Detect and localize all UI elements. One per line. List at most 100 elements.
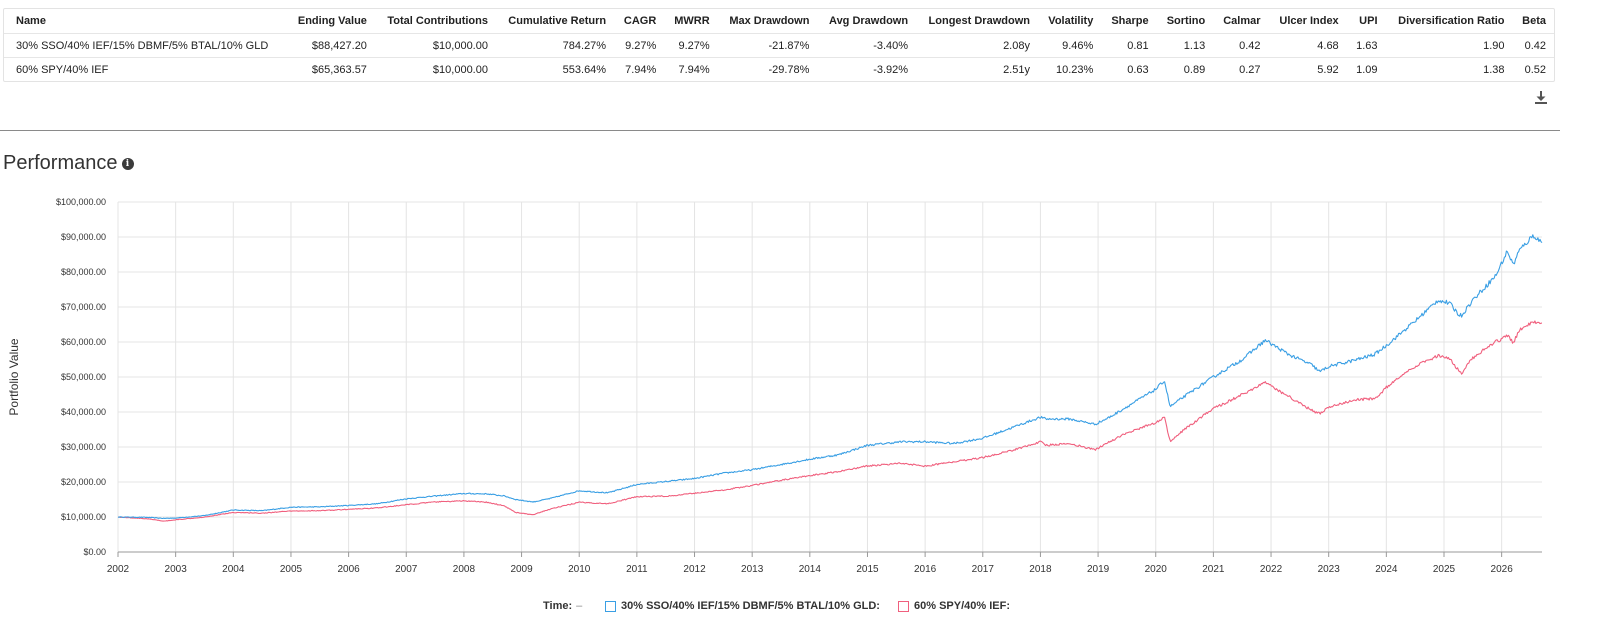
cell-upi: 1.09	[1346, 57, 1386, 81]
cell-longest-drawdown: 2.51y	[916, 57, 1038, 81]
col-header-sharpe[interactable]: Sharpe	[1111, 15, 1149, 27]
y-tick-label: $30,000.00	[61, 442, 106, 452]
cell-name: 60% SPY/40% IEF	[4, 57, 287, 81]
x-tick-label: 2013	[741, 564, 764, 575]
col-header-avg-drawdown[interactable]: Avg Drawdown	[829, 15, 909, 27]
x-tick-label: 2009	[510, 564, 533, 575]
col-header-volatility[interactable]: Volatility	[1048, 15, 1094, 27]
y-tick-label: $20,000.00	[61, 477, 106, 487]
series-line-1	[117, 234, 1543, 520]
x-tick-label: 2023	[1318, 564, 1341, 575]
y-tick-label: $90,000.00	[61, 232, 106, 242]
col-header-beta[interactable]: Beta	[1522, 15, 1546, 27]
cell-mwrr: 7.94%	[664, 57, 718, 81]
cell-cumulative-return: 784.27%	[495, 33, 615, 58]
x-tick-label: 2004	[222, 564, 245, 575]
cell-name: 30% SSO/40% IEF/15% DBMF/5% BTAL/10% GLD	[4, 33, 287, 58]
col-header-ending-value[interactable]: Ending Value	[297, 15, 367, 27]
cell-ulcer-index: 5.92	[1268, 57, 1347, 81]
x-tick-label: 2016	[914, 564, 937, 575]
cell-beta: 0.52	[1512, 57, 1554, 81]
performance-heading: Performance i	[3, 152, 134, 175]
cell-cumulative-return: 553.64%	[495, 57, 615, 81]
col-header-upi[interactable]: UPI	[1359, 15, 1378, 27]
cell-ending-value: $88,427.20	[286, 33, 375, 58]
y-tick-label: $70,000.00	[61, 302, 106, 312]
x-tick-label: 2012	[683, 564, 706, 575]
x-tick-label: 2025	[1433, 564, 1456, 575]
x-tick-label: 2005	[280, 564, 303, 575]
y-tick-label: $50,000.00	[61, 372, 106, 382]
performance-chart[interactable]: $0.00 $10,000.00 $20,000.00 $30,000.00 $40,0…	[0, 190, 1600, 590]
cell-sharpe: 0.81	[1101, 33, 1157, 58]
legend-time-value: –	[576, 600, 583, 612]
y-axis-label: Portfolio Value	[7, 338, 21, 415]
cell-cagr: 7.94%	[614, 57, 665, 81]
col-header-cumulative-return[interactable]: Cumulative Return	[508, 15, 607, 27]
cell-max-drawdown: -21.87%	[717, 33, 818, 58]
x-tick-label: 2007	[395, 564, 418, 575]
cell-upi: 1.63	[1346, 33, 1386, 58]
x-tick-label: 2026	[1491, 564, 1514, 575]
legend-time-label: Time:	[543, 600, 573, 612]
y-tick-label: $100,000.00	[56, 197, 106, 207]
table-header-row: Name Ending Value Total Contributions Cu…	[4, 9, 1554, 34]
col-header-calmar[interactable]: Calmar	[1223, 15, 1261, 27]
cell-beta: 0.42	[1512, 33, 1554, 58]
col-header-max-drawdown[interactable]: Max Drawdown	[729, 15, 810, 27]
info-icon[interactable]: i	[121, 157, 134, 170]
col-header-sortino[interactable]: Sortino	[1166, 15, 1206, 27]
col-header-diversification-ratio[interactable]: Diversification Ratio	[1398, 15, 1505, 27]
x-tick-label: 2002	[107, 564, 130, 575]
cell-total-contributions: $10,000.00	[374, 57, 496, 81]
x-tick-label: 2019	[1087, 564, 1110, 575]
metrics-table-container: Name Ending Value Total Contributions Cu…	[3, 8, 1555, 82]
download-icon[interactable]	[1533, 89, 1549, 105]
col-header-ulcer-index[interactable]: Ulcer Index	[1279, 15, 1339, 27]
x-tick-label: 2006	[337, 564, 360, 575]
col-header-longest-drawdown[interactable]: Longest Drawdown	[928, 15, 1030, 27]
cell-avg-drawdown: -3.92%	[817, 57, 917, 81]
cell-calmar: 0.42	[1213, 33, 1269, 58]
x-tick-label: 2022	[1260, 564, 1283, 575]
y-tick-label: $10,000.00	[61, 512, 106, 522]
col-header-name[interactable]: Name	[16, 15, 46, 27]
cell-calmar: 0.27	[1213, 57, 1269, 81]
legend-label-series-1: 30% SSO/40% IEF/15% DBMF/5% BTAL/10% GLD…	[621, 600, 880, 612]
cell-sortino: 0.89	[1156, 57, 1214, 81]
cell-cagr: 9.27%	[614, 33, 665, 58]
col-header-cagr[interactable]: CAGR	[623, 15, 657, 27]
x-tick-label: 2008	[453, 564, 476, 575]
col-header-mwrr[interactable]: MWRR	[674, 15, 710, 27]
x-tick-label: 2020	[1145, 564, 1168, 575]
legend-label-series-2: 60% SPY/40% IEF:	[914, 600, 1010, 612]
x-tick-label: 2015	[856, 564, 879, 575]
legend-swatch-series-2	[898, 600, 909, 612]
x-tick-label: 2021	[1202, 564, 1225, 575]
section-divider	[0, 130, 1560, 131]
cell-volatility: 10.23%	[1037, 57, 1102, 81]
x-tick-label: 2010	[568, 564, 591, 575]
cell-ending-value: $65,363.57	[286, 57, 375, 81]
cell-diversification-ratio: 1.38	[1385, 57, 1513, 81]
legend-item-series-2[interactable]: 60% SPY/40% IEF:	[898, 600, 1010, 612]
y-tick-label: $0.00	[83, 547, 106, 557]
cell-sortino: 1.13	[1156, 33, 1214, 58]
x-tick-label: 2014	[799, 564, 822, 575]
x-tick-label: 2003	[165, 564, 188, 575]
cell-ulcer-index: 4.68	[1268, 33, 1347, 58]
x-tick-label: 2017	[972, 564, 995, 575]
x-tick-label: 2018	[1029, 564, 1052, 575]
legend-swatch-series-1	[605, 600, 616, 612]
legend-time: Time: –	[543, 600, 582, 612]
y-tick-label: $60,000.00	[61, 337, 106, 347]
cell-total-contributions: $10,000.00	[374, 33, 496, 58]
col-header-total-contributions[interactable]: Total Contributions	[387, 15, 488, 27]
cell-max-drawdown: -29.78%	[717, 57, 818, 81]
table-row: 60% SPY/40% IEF $65,363.57 $10,000.00 55…	[4, 57, 1554, 81]
legend-item-series-1[interactable]: 30% SSO/40% IEF/15% DBMF/5% BTAL/10% GLD…	[605, 600, 880, 612]
x-tick-label: 2024	[1375, 564, 1398, 575]
cell-diversification-ratio: 1.90	[1385, 33, 1513, 58]
cell-longest-drawdown: 2.08y	[916, 33, 1038, 58]
y-tick-label: $80,000.00	[61, 267, 106, 277]
